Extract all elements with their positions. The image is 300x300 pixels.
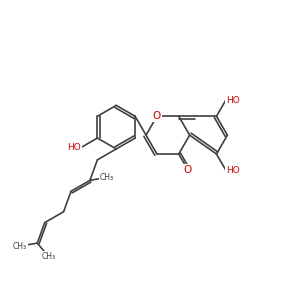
Text: HO: HO [68, 143, 81, 152]
Text: CH₃: CH₃ [100, 173, 114, 182]
Text: O: O [184, 165, 192, 175]
Text: CH₃: CH₃ [13, 242, 27, 250]
Text: CH₃: CH₃ [41, 252, 56, 261]
Text: HO: HO [226, 96, 239, 105]
Text: O: O [153, 111, 161, 121]
Text: HO: HO [226, 166, 239, 175]
